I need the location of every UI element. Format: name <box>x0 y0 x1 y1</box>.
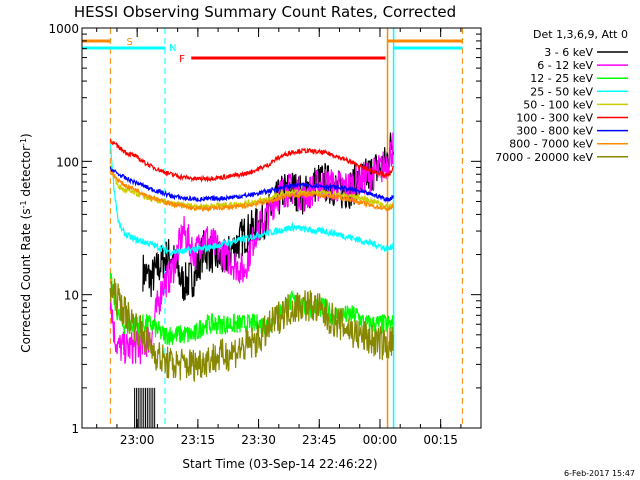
chart-title: HESSI Observing Summary Count Rates, Cor… <box>74 3 456 21</box>
flare-label: F <box>179 54 185 65</box>
saa-label: S <box>127 37 133 48</box>
x-tick-label: 23:45 <box>302 433 337 447</box>
y-tick-label: 1 <box>71 422 79 436</box>
series-line <box>109 138 394 183</box>
x-axis-label: Start Time (03-Sep-14 22:46:22) <box>182 457 377 471</box>
y-axis-label-pre: Corrected Count Rate (s <box>19 208 33 352</box>
axes: 23:00 23:15 23:30 23:45 00:00 00:15 1 10 100 1000 <box>48 22 482 447</box>
y-tick-label: 10 <box>64 289 79 303</box>
y-tick-label: 100 <box>56 155 79 169</box>
x-tick-label: 23:15 <box>181 433 216 447</box>
plot-frame <box>81 27 482 429</box>
y-axis-label-mid: detector <box>19 146 33 201</box>
y-axis-label-sup2: -1 <box>19 138 28 146</box>
legend-label: 300 - 800 keV <box>516 125 593 138</box>
x-tick-label: 00:15 <box>423 433 458 447</box>
series-line <box>109 278 394 382</box>
series-line <box>109 144 394 258</box>
legend-label: 6 - 12 keV <box>537 59 593 72</box>
series-line <box>109 171 394 213</box>
legend-label: 3 - 6 keV <box>544 46 593 59</box>
y-axis-label: Corrected Count Rate (s-1 detector-1) <box>19 133 34 352</box>
legend-label: 800 - 7000 keV <box>509 138 593 151</box>
legend-label: 12 - 25 keV <box>530 72 593 85</box>
night-label: N <box>169 43 176 54</box>
y-axis-label-post: ) <box>19 133 33 138</box>
x-tick-label: 23:00 <box>120 433 155 447</box>
plot-area: S NF <box>82 28 463 428</box>
legend-label: 25 - 50 keV <box>530 85 593 98</box>
y-tick-label: 1000 <box>48 22 79 36</box>
legend-label: 7000 - 20000 keV <box>495 151 593 164</box>
y-axis-label-sup1: -1 <box>19 200 28 208</box>
legend-title: Det 1,3,6,9, Att 0 <box>533 28 628 41</box>
footer-date: 6-Feb-2017 15:47 <box>564 469 635 478</box>
series-line <box>109 131 394 365</box>
series-line <box>109 166 394 203</box>
x-tick-label: 00:00 <box>363 433 398 447</box>
x-tick-label: 23:30 <box>241 433 276 447</box>
legend-label: 100 - 300 keV <box>516 112 593 125</box>
legend-label: 50 - 100 keV <box>523 98 593 111</box>
